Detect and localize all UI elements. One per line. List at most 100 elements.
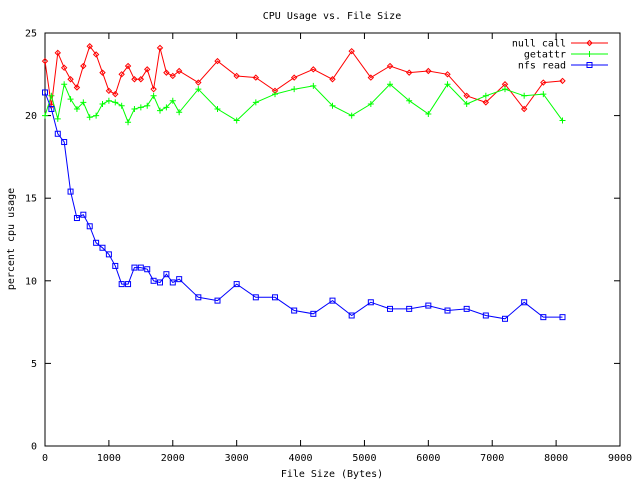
data-point-null-call <box>124 62 132 70</box>
data-point-null-call <box>252 74 260 81</box>
legend-item-null-call: null call <box>512 39 608 50</box>
data-point-getattr <box>195 86 202 93</box>
series-nfs-read <box>42 89 566 322</box>
x-axis: 0 1000 2000 3000 4000 5000 6000 7000 8000 9000 <box>42 33 632 464</box>
legend-label: getattr <box>524 50 566 61</box>
data-point-null-call <box>214 57 221 65</box>
data-point-null-call <box>367 74 375 81</box>
y-tick-label: 10 <box>25 276 37 287</box>
plot-area-frame <box>44 32 621 447</box>
legend-label: nfs read <box>518 61 566 72</box>
data-point-nfs-read <box>406 305 413 312</box>
data-point-getattr <box>540 91 547 98</box>
data-point-nfs-read <box>61 139 68 146</box>
data-point-null-call <box>425 67 432 75</box>
data-point-null-call <box>520 105 528 113</box>
data-point-getattr <box>176 109 183 116</box>
data-point-nfs-read <box>367 299 374 306</box>
data-point-nfs-read <box>86 223 93 230</box>
data-point-null-call <box>54 49 61 57</box>
x-tick-label: 4000 <box>289 453 313 464</box>
data-point-getattr <box>502 86 508 93</box>
data-point-getattr <box>272 91 278 98</box>
data-point-nfs-read <box>112 262 119 269</box>
data-point-getattr <box>54 115 61 122</box>
data-point-getattr <box>387 81 393 88</box>
data-point-nfs-read <box>99 244 106 251</box>
x-tick-label: 5000 <box>352 453 376 464</box>
data-point-getattr <box>169 97 176 104</box>
data-point-nfs-read <box>272 294 278 301</box>
data-point-nfs-read <box>93 239 100 246</box>
data-point-null-call <box>92 51 100 58</box>
data-point-getattr <box>137 104 144 111</box>
data-point-nfs-read <box>137 264 144 271</box>
data-point-null-call <box>105 87 113 95</box>
data-point-nfs-read <box>348 312 355 319</box>
data-point-getattr <box>482 92 489 99</box>
legend-item-getattr: getattr <box>524 50 608 61</box>
data-point-null-call <box>310 66 317 73</box>
data-point-getattr <box>348 112 355 119</box>
x-tick-label: 2000 <box>161 453 185 464</box>
series-layer <box>41 43 566 322</box>
data-point-null-call <box>137 76 145 83</box>
data-point-getattr <box>310 82 317 89</box>
data-point-null-call <box>80 62 87 70</box>
data-point-getattr <box>214 105 221 112</box>
data-point-null-call <box>482 99 490 106</box>
data-point-null-call <box>444 71 451 78</box>
data-point-nfs-read <box>329 297 336 304</box>
data-point-nfs-read <box>48 105 55 112</box>
data-point-getattr <box>406 97 413 104</box>
data-point-nfs-read <box>482 312 489 319</box>
legend-marker <box>586 39 593 47</box>
data-point-getattr <box>444 81 451 88</box>
chart-title: CPU Usage vs. File Size <box>263 11 401 22</box>
data-point-nfs-read <box>195 294 202 301</box>
data-point-nfs-read <box>105 251 112 258</box>
data-point-getattr <box>521 92 528 99</box>
data-point-getattr <box>425 110 432 117</box>
x-tick-label: 0 <box>42 453 48 464</box>
x-tick-label: 3000 <box>225 453 249 464</box>
data-point-getattr <box>105 97 112 104</box>
data-point-null-call <box>405 69 413 76</box>
data-point-getattr <box>559 117 566 124</box>
legend-marker <box>586 51 593 57</box>
y-tick-label: 5 <box>31 359 37 370</box>
data-point-nfs-read <box>310 310 317 317</box>
y-axis-label: percent cpu usage <box>6 188 17 290</box>
data-point-nfs-read <box>157 279 163 286</box>
data-point-nfs-read <box>463 305 470 312</box>
data-point-nfs-read <box>73 215 80 222</box>
data-point-null-call <box>290 74 298 81</box>
y-tick-label: 20 <box>25 111 37 122</box>
data-point-getattr <box>329 102 336 109</box>
data-point-nfs-read <box>387 305 393 312</box>
series-null-call <box>41 43 566 113</box>
data-point-null-call <box>73 84 81 91</box>
data-point-getattr <box>93 112 100 119</box>
data-point-getattr <box>150 92 157 99</box>
x-tick-label: 7000 <box>480 453 504 464</box>
data-point-getattr <box>144 102 151 109</box>
x-tick-label: 8000 <box>544 453 568 464</box>
data-point-getattr <box>80 99 87 106</box>
data-point-null-call <box>60 64 68 71</box>
data-point-null-call <box>540 79 547 86</box>
x-tick-label: 1000 <box>97 453 121 464</box>
data-point-getattr <box>112 99 119 106</box>
data-point-nfs-read <box>176 276 183 283</box>
data-point-null-call <box>131 76 138 83</box>
data-point-getattr <box>252 99 259 106</box>
data-point-null-call <box>112 90 119 98</box>
data-point-null-call <box>118 71 125 78</box>
data-point-getattr <box>125 119 132 126</box>
data-point-getattr <box>48 92 55 99</box>
data-point-null-call <box>156 44 164 52</box>
data-point-null-call <box>386 62 394 70</box>
data-point-nfs-read <box>425 302 432 309</box>
